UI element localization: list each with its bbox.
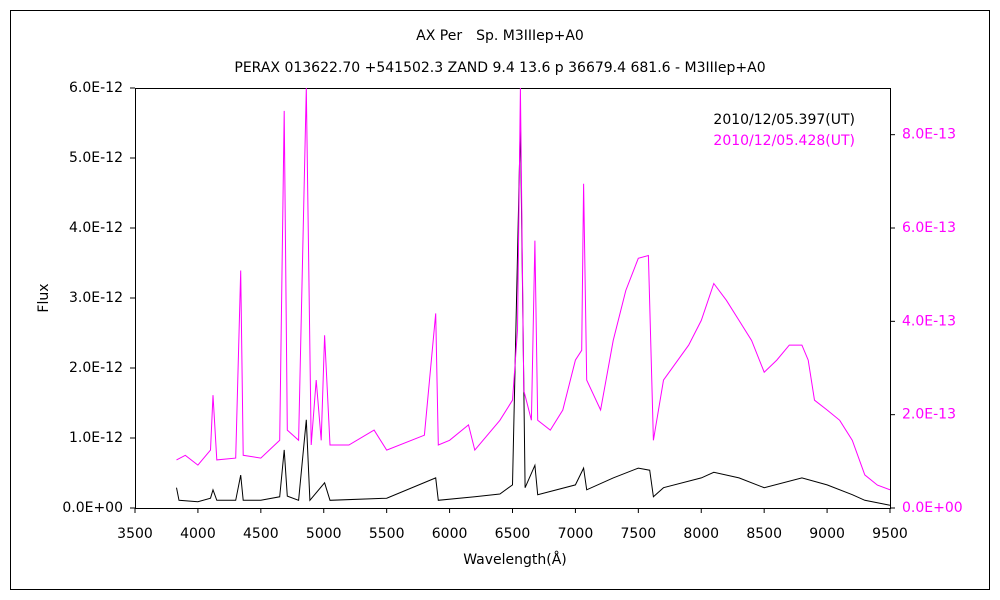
y-tick-label: 0.0E+00 [62, 500, 123, 516]
x-tick-label: 6000 [432, 526, 468, 542]
y-tick-label: 2.0E-12 [69, 360, 123, 376]
y2-tick-label: 4.0E-13 [902, 313, 956, 329]
chart-subtitle: PERAX 013622.70 +541502.3 ZAND 9.4 13.6 … [234, 60, 765, 76]
x-tick-label: 9500 [872, 526, 908, 542]
y2-tick-label: 8.0E-13 [902, 127, 956, 143]
x-tick-label: 5500 [369, 526, 405, 542]
x-axis-label: Wavelength(Å) [463, 551, 567, 568]
legend-entry: 2010/12/05.428(UT) [713, 133, 855, 149]
y2-tick-label: 0.0E+00 [902, 500, 963, 516]
y-tick-label: 5.0E-12 [69, 150, 123, 166]
x-tick-label: 5000 [306, 526, 342, 542]
x-tick-label: 7500 [621, 526, 657, 542]
y-tick-label: 1.0E-12 [69, 430, 123, 446]
spectrum-line [176, 122, 890, 506]
y2-tick-label: 2.0E-13 [902, 407, 956, 423]
spectrum-line [176, 88, 890, 491]
x-tick-label: 4000 [180, 526, 216, 542]
chart-title: AX Per Sp. M3IIIep+A0 [416, 28, 584, 44]
chart-frame [10, 10, 990, 590]
x-tick-label: 9000 [809, 526, 845, 542]
y-tick-label: 6.0E-12 [69, 80, 123, 96]
x-tick-label: 7000 [558, 526, 594, 542]
y-tick-label: 4.0E-12 [69, 220, 123, 236]
y-axis-label: Flux [36, 283, 52, 312]
y2-tick-label: 6.0E-13 [902, 220, 956, 236]
x-tick-label: 8000 [683, 526, 719, 542]
x-tick-label: 3500 [117, 526, 153, 542]
legend-entry: 2010/12/05.397(UT) [713, 112, 855, 128]
y-tick-label: 3.0E-12 [69, 290, 123, 306]
x-tick-label: 4500 [243, 526, 279, 542]
x-tick-label: 6500 [495, 526, 531, 542]
x-tick-label: 8500 [746, 526, 782, 542]
